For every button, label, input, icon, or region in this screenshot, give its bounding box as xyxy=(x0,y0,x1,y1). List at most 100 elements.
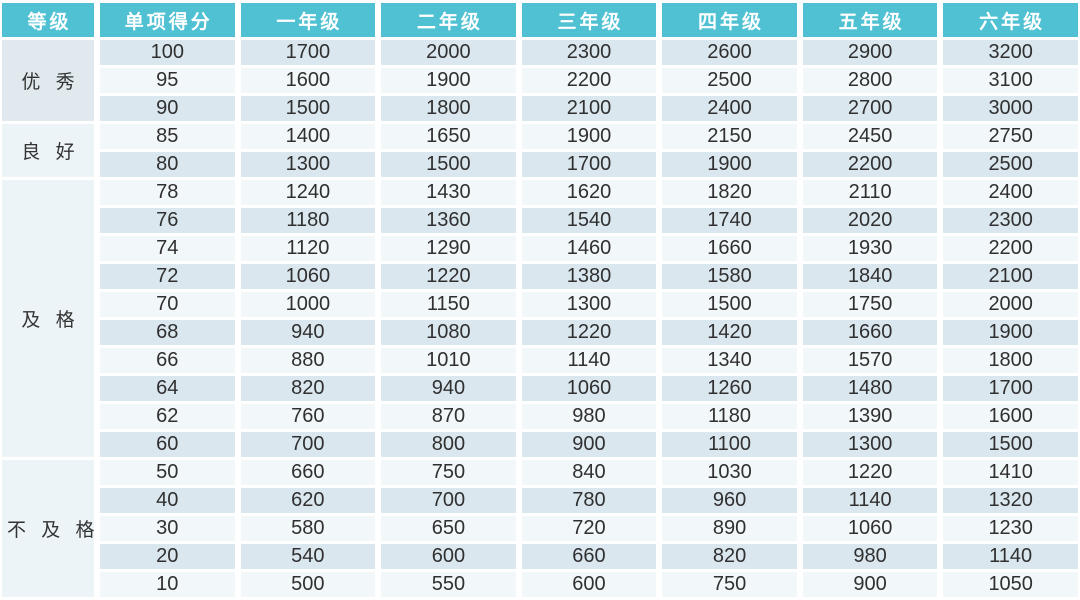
value-cell: 2300 xyxy=(943,208,1078,233)
value-cell: 1660 xyxy=(802,320,938,345)
value-cell: 1900 xyxy=(662,152,797,177)
value-cell: 1390 xyxy=(802,404,938,429)
value-cell: 720 xyxy=(521,516,657,541)
table-row: 66 880 1010 1140 1340 1570 1800 xyxy=(2,348,1078,373)
value-cell: 1360 xyxy=(381,208,516,233)
table-row: 72 1060 1220 1380 1580 1840 2100 xyxy=(2,264,1078,289)
value-cell: 1100 xyxy=(662,432,797,457)
value-cell: 580 xyxy=(240,516,376,541)
table-row: 90 1500 1800 2100 2400 2700 3000 xyxy=(2,96,1078,121)
score-cell: 76 xyxy=(100,208,235,233)
value-cell: 760 xyxy=(240,404,376,429)
value-cell: 660 xyxy=(521,544,657,569)
value-cell: 540 xyxy=(240,544,376,569)
grade-group-cell: 及 格 xyxy=(2,180,94,457)
value-cell: 2100 xyxy=(521,96,657,121)
value-cell: 1650 xyxy=(381,124,516,149)
value-cell: 870 xyxy=(381,404,516,429)
value-cell: 1500 xyxy=(381,152,516,177)
value-cell: 1300 xyxy=(802,432,938,457)
value-cell: 1600 xyxy=(943,404,1078,429)
value-cell: 620 xyxy=(240,488,376,513)
table-row: 优 秀 100 1700 2000 2300 2600 2900 3200 xyxy=(2,40,1078,121)
value-cell: 2800 xyxy=(802,68,938,93)
table-row: 20 540 600 660 820 980 1140 xyxy=(2,544,1078,569)
value-cell: 1060 xyxy=(240,264,376,289)
score-cell: 85 xyxy=(100,124,235,149)
value-cell: 2200 xyxy=(521,68,657,93)
value-cell: 2500 xyxy=(662,68,797,93)
value-cell: 1300 xyxy=(521,292,657,317)
value-cell: 1460 xyxy=(521,236,657,261)
table-row: 68 940 1080 1220 1420 1660 1900 xyxy=(2,320,1078,345)
score-cell: 64 xyxy=(100,376,235,401)
column-header-grade3: 三年级 xyxy=(521,3,657,37)
value-cell: 1740 xyxy=(662,208,797,233)
value-cell: 820 xyxy=(662,544,797,569)
score-cell: 40 xyxy=(100,488,235,513)
value-cell: 1800 xyxy=(381,96,516,121)
table-row: 80 1300 1500 1700 1900 2200 2500 xyxy=(2,152,1078,177)
score-cell: 30 xyxy=(100,516,235,541)
value-cell: 1900 xyxy=(381,68,516,93)
value-cell: 1540 xyxy=(521,208,657,233)
value-cell: 2450 xyxy=(802,124,938,149)
table-row: 70 1000 1150 1300 1500 1750 2000 xyxy=(2,292,1078,317)
value-cell: 2600 xyxy=(662,40,797,65)
value-cell: 2000 xyxy=(381,40,516,65)
value-cell: 980 xyxy=(802,544,938,569)
value-cell: 700 xyxy=(381,488,516,513)
table-row: 62 760 870 980 1180 1390 1600 xyxy=(2,404,1078,429)
header-row: 等级 单项得分 一年级 二年级 三年级 四年级 五年级 六年级 xyxy=(2,3,1078,37)
value-cell: 1660 xyxy=(662,236,797,261)
score-cell: 90 xyxy=(100,96,235,121)
score-cell: 100 xyxy=(100,40,235,65)
value-cell: 1180 xyxy=(662,404,797,429)
column-header-score: 单项得分 xyxy=(100,3,235,37)
value-cell: 1600 xyxy=(240,68,376,93)
value-cell: 1300 xyxy=(240,152,376,177)
value-cell: 1120 xyxy=(240,236,376,261)
value-cell: 1340 xyxy=(662,348,797,373)
value-cell: 1430 xyxy=(381,180,516,205)
value-cell: 1140 xyxy=(521,348,657,373)
grade-group-cell: 良 好 xyxy=(2,124,94,177)
value-cell: 890 xyxy=(662,516,797,541)
value-cell: 1800 xyxy=(943,348,1078,373)
value-cell: 1050 xyxy=(943,572,1078,597)
score-cell: 62 xyxy=(100,404,235,429)
table-row: 不 及 格 50 660 750 840 1030 1220 1410 xyxy=(2,460,1078,597)
value-cell: 600 xyxy=(521,572,657,597)
value-cell: 1930 xyxy=(802,236,938,261)
value-cell: 1220 xyxy=(381,264,516,289)
value-cell: 1080 xyxy=(381,320,516,345)
value-cell: 1260 xyxy=(662,376,797,401)
value-cell: 820 xyxy=(240,376,376,401)
value-cell: 1320 xyxy=(943,488,1078,513)
score-cell: 66 xyxy=(100,348,235,373)
value-cell: 2150 xyxy=(662,124,797,149)
value-cell: 1750 xyxy=(802,292,938,317)
value-cell: 1060 xyxy=(521,376,657,401)
value-cell: 1230 xyxy=(943,516,1078,541)
value-cell: 660 xyxy=(240,460,376,485)
value-cell: 2200 xyxy=(943,236,1078,261)
value-cell: 940 xyxy=(240,320,376,345)
score-cell: 95 xyxy=(100,68,235,93)
score-cell: 78 xyxy=(100,180,235,205)
table-row: 60 700 800 900 1100 1300 1500 xyxy=(2,432,1078,457)
value-cell: 1580 xyxy=(662,264,797,289)
value-cell: 750 xyxy=(381,460,516,485)
grade-group-cell: 优 秀 xyxy=(2,40,94,121)
table-row: 良 好 85 1400 1650 1900 2150 2450 2750 xyxy=(2,124,1078,177)
column-header-grade6: 六年级 xyxy=(943,3,1078,37)
value-cell: 980 xyxy=(521,404,657,429)
value-cell: 2110 xyxy=(802,180,938,205)
value-cell: 3200 xyxy=(943,40,1078,65)
score-cell: 80 xyxy=(100,152,235,177)
value-cell: 2300 xyxy=(521,40,657,65)
value-cell: 1900 xyxy=(521,124,657,149)
value-cell: 780 xyxy=(521,488,657,513)
value-cell: 1620 xyxy=(521,180,657,205)
